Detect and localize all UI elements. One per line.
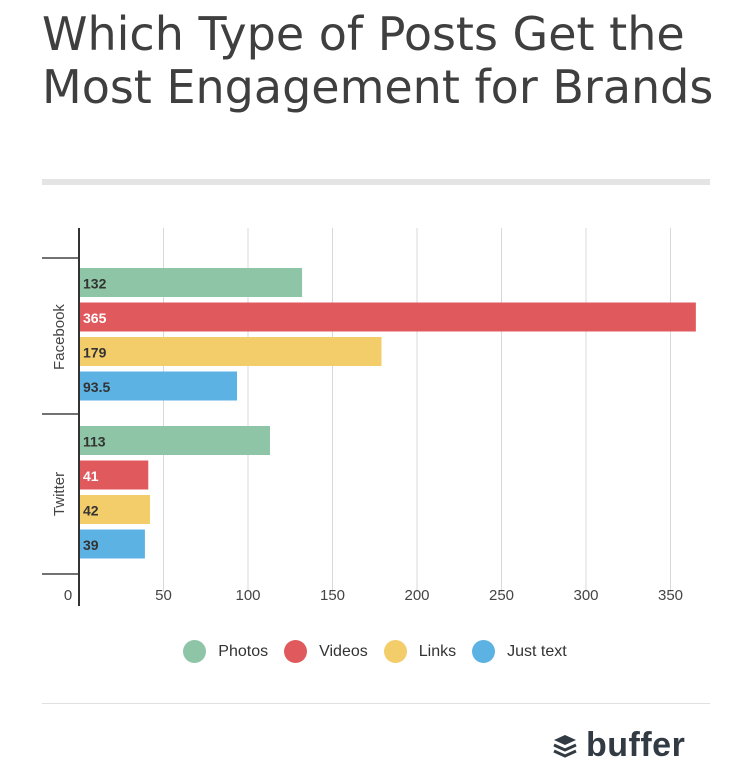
legend-swatch-just-text xyxy=(472,640,496,663)
legend-label-just-text: Just text xyxy=(507,642,567,660)
legend-item-photos: Photos xyxy=(183,640,268,663)
legend-item-videos: Videos xyxy=(284,640,368,663)
bar-twitter-photos xyxy=(79,426,270,455)
data-label-twitter-videos: 41 xyxy=(83,468,99,484)
x-tick-label-250: 250 xyxy=(489,587,514,604)
legend-label-links: Links xyxy=(418,642,457,660)
data-label-twitter-links: 42 xyxy=(83,503,99,519)
x-tick-label-0: 0 xyxy=(64,587,72,604)
category-label-twitter: Twitter xyxy=(51,472,68,516)
brand-name: buffer xyxy=(586,726,686,764)
bar-facebook-videos xyxy=(79,302,696,332)
chart-title: Which Type of Posts Get the Most Engagem… xyxy=(42,7,714,114)
bar-twitter-links xyxy=(79,495,150,524)
legend-label-photos: Photos xyxy=(218,642,269,660)
x-tick-label-50: 50 xyxy=(155,587,172,604)
x-tick-label-100: 100 xyxy=(235,587,260,604)
data-label-facebook-photos: 132 xyxy=(83,276,107,292)
legend-item-links: Links xyxy=(383,640,457,663)
data-label-facebook-just-text: 93.5 xyxy=(83,379,110,395)
legend-swatch-videos xyxy=(284,640,308,663)
bar-facebook-just-text xyxy=(79,371,238,401)
bar-facebook-links xyxy=(79,337,382,366)
legend-swatch-links xyxy=(383,640,407,663)
title-divider xyxy=(42,179,710,185)
chart-legend: Photos Videos Links Just text xyxy=(0,640,750,663)
legend-swatch-photos xyxy=(183,640,207,663)
data-label-twitter-photos: 113 xyxy=(83,434,106,450)
bar-twitter-just-text xyxy=(79,529,145,559)
footer-divider xyxy=(42,703,710,704)
legend-item-just-text: Just text xyxy=(472,640,567,663)
x-tick-label-150: 150 xyxy=(320,587,345,604)
bar-chart: 0 50 100 150 200 250 300 350 132 365 179 93.5 Facebo… xyxy=(42,228,696,606)
x-tick-label-200: 200 xyxy=(404,587,429,604)
data-label-facebook-links: 179 xyxy=(83,345,107,361)
x-tick-label-350: 350 xyxy=(658,587,683,604)
x-tick-label-300: 300 xyxy=(573,587,598,604)
bar-facebook-photos xyxy=(79,268,303,297)
data-label-twitter-just-text: 39 xyxy=(83,537,99,553)
data-label-facebook-videos: 365 xyxy=(83,310,107,326)
legend-label-videos: Videos xyxy=(319,642,368,660)
buffer-stack-icon xyxy=(553,734,577,758)
category-label-facebook: Facebook xyxy=(51,304,68,370)
buffer-logo: buffer xyxy=(552,726,685,765)
bar-twitter-videos xyxy=(79,460,149,490)
